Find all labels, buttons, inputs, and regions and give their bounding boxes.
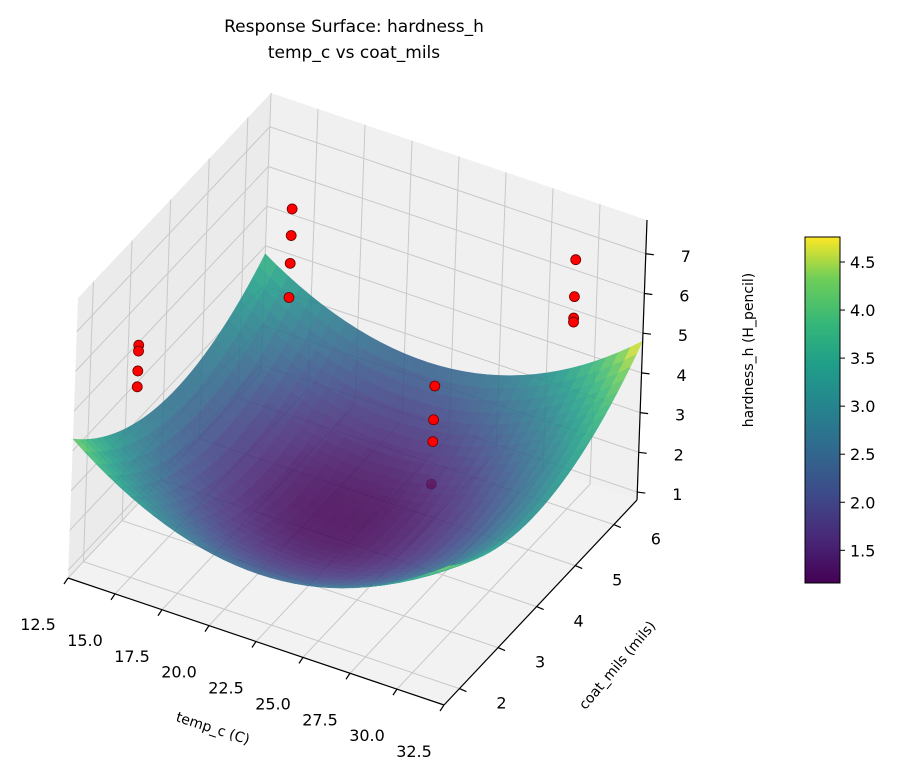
gridline-y: [82, 281, 94, 562]
x-tick: [251, 641, 257, 648]
x-tick-label: 17.5: [114, 647, 150, 666]
x-tick: [392, 688, 398, 696]
x-tick-label: 25.0: [255, 694, 291, 713]
y-tick-label: 5: [612, 571, 622, 590]
colorbar-tick-label: 2.5: [850, 445, 875, 464]
colorbar: 1.5 2.0 2.5 3.0 3.5 4.0 4.5: [804, 236, 875, 584]
x-tick: [157, 609, 163, 617]
data-point: [133, 345, 144, 357]
gridline-z: [75, 166, 269, 372]
z-tick-label: 1: [672, 485, 682, 504]
x-axis-label: temp_c (C): [174, 710, 252, 749]
chart-subtitle: temp_c vs coat_mils: [268, 43, 440, 63]
colorbar-tick-label: 4.0: [850, 301, 875, 320]
x-tick-label: 15.0: [67, 631, 103, 650]
x-tick-label: 27.5: [302, 710, 338, 729]
colorbar-tick-label: 3.0: [850, 397, 875, 416]
y-tick: [575, 565, 583, 570]
data-point: [131, 381, 143, 393]
y-tick: [536, 606, 544, 611]
z-tick: [638, 451, 647, 454]
x-tick-label: 32.5: [396, 742, 432, 761]
axes: [63, 219, 654, 712]
data-point: [428, 414, 439, 426]
z-axis-label: hardness_h (H_pencil): [741, 273, 757, 428]
gridline-x: [396, 483, 591, 690]
gridline-y: [83, 561, 460, 690]
y-tick-label: 6: [651, 530, 661, 549]
x-tick: [345, 672, 351, 680]
z-tick-label: 2: [674, 445, 684, 464]
tick-labels: 12.5 15.0 17.5 20.0 22.5 25.0 27.5 30.0 32.5 2 3 4 5…: [20, 247, 691, 761]
x-tick: [204, 625, 210, 632]
z-tick: [644, 292, 653, 296]
z-tick: [641, 372, 650, 375]
z-tick: [640, 412, 649, 415]
chart-title: Response Surface: hardness_h: [224, 17, 484, 37]
gridline-z: [76, 126, 271, 333]
z-tick: [645, 253, 654, 256]
y-tick: [613, 524, 622, 529]
data-point: [427, 436, 439, 448]
data-point: [283, 292, 295, 303]
z-tick: [642, 332, 652, 335]
gridline-z: [72, 245, 266, 452]
x-tick: [110, 593, 116, 601]
x-tick-label: 30.0: [349, 726, 385, 745]
gridline-z: [268, 166, 645, 294]
x-tick: [63, 577, 69, 585]
gridline-z: [73, 205, 268, 412]
colorbar-gradient: [804, 236, 841, 584]
data-point: [284, 257, 296, 269]
data-point: [569, 291, 580, 303]
data-point: [429, 380, 441, 392]
surface-patch: [436, 564, 455, 571]
x-tick: [298, 657, 304, 664]
y-tick-label: 2: [496, 694, 506, 713]
y-tick: [459, 688, 467, 693]
data-point: [286, 203, 298, 215]
y-tick-label: 4: [574, 612, 584, 631]
z-tick-label: 4: [676, 366, 686, 385]
z-tick-label: 7: [681, 247, 691, 266]
z-tick: [637, 491, 646, 494]
colorbar-tick-label: 1.5: [850, 541, 875, 560]
gridline-z: [265, 245, 642, 374]
data-point: [570, 254, 582, 266]
y-tick: [497, 647, 506, 652]
colorbar-tick-label: 3.5: [850, 349, 875, 368]
gridline-z: [266, 205, 644, 334]
z-axis-line: [636, 219, 648, 501]
y-tick-label: 3: [535, 653, 545, 672]
gridline-z: [269, 126, 646, 255]
data-point: [568, 316, 579, 328]
response-surface: [72, 253, 644, 589]
data-point: [285, 230, 297, 241]
x-tick-label: 22.5: [208, 679, 244, 698]
x-tick-label: 12.5: [20, 615, 56, 634]
z-tick-label: 5: [678, 326, 688, 345]
x-tick-label: 20.0: [161, 663, 197, 682]
y-axis-label: coat_mils (mils): [576, 618, 659, 713]
colorbar-tick-label: 2.0: [850, 493, 875, 512]
z-tick-label: 3: [675, 406, 685, 425]
x-tick: [439, 704, 445, 712]
data-point: [132, 365, 144, 377]
z-tick-label: 6: [679, 286, 689, 305]
colorbar-tick-label: 4.5: [850, 253, 875, 272]
y-axis-line: [443, 499, 638, 706]
data-points: [131, 203, 582, 448]
